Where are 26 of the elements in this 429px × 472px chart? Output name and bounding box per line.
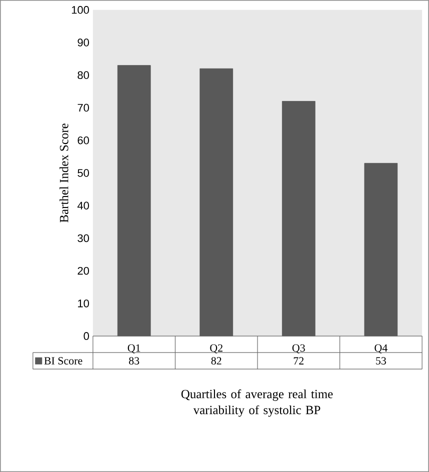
y-tick-label: 100 bbox=[72, 6, 89, 14]
x-tick-label: Q1 bbox=[128, 344, 140, 354]
y-tick-label: 0 bbox=[84, 332, 89, 340]
y-tick-label: 10 bbox=[78, 300, 89, 308]
y-tick-label: 20 bbox=[78, 266, 89, 275]
y-tick-label: 80 bbox=[78, 71, 89, 80]
bar bbox=[117, 65, 151, 336]
bar bbox=[364, 162, 398, 336]
x-tick-label: Q3 bbox=[292, 344, 305, 354]
x-axis-title: Quartiles of average real time variability of systolic BP bbox=[181, 389, 333, 417]
legend-label: BI Score bbox=[44, 357, 82, 364]
bar bbox=[200, 68, 234, 336]
y-tick-label: 70 bbox=[78, 104, 89, 112]
y-tick-label: 50 bbox=[78, 169, 89, 177]
y-axis-title: Barthel Index Score bbox=[60, 124, 68, 222]
y-tick-label: 30 bbox=[78, 234, 89, 242]
x-tick-label: Q4 bbox=[374, 344, 388, 354]
data-label: 82 bbox=[211, 357, 222, 365]
bar bbox=[282, 101, 316, 336]
y-tick-label: 90 bbox=[78, 38, 89, 46]
x-tick-label: Q2 bbox=[210, 344, 222, 354]
data-label: 72 bbox=[294, 357, 304, 364]
data-label: 53 bbox=[376, 357, 386, 364]
y-tick-label: 40 bbox=[77, 202, 89, 210]
y-tick-label: 60 bbox=[78, 136, 89, 144]
data-label: 83 bbox=[129, 357, 140, 365]
